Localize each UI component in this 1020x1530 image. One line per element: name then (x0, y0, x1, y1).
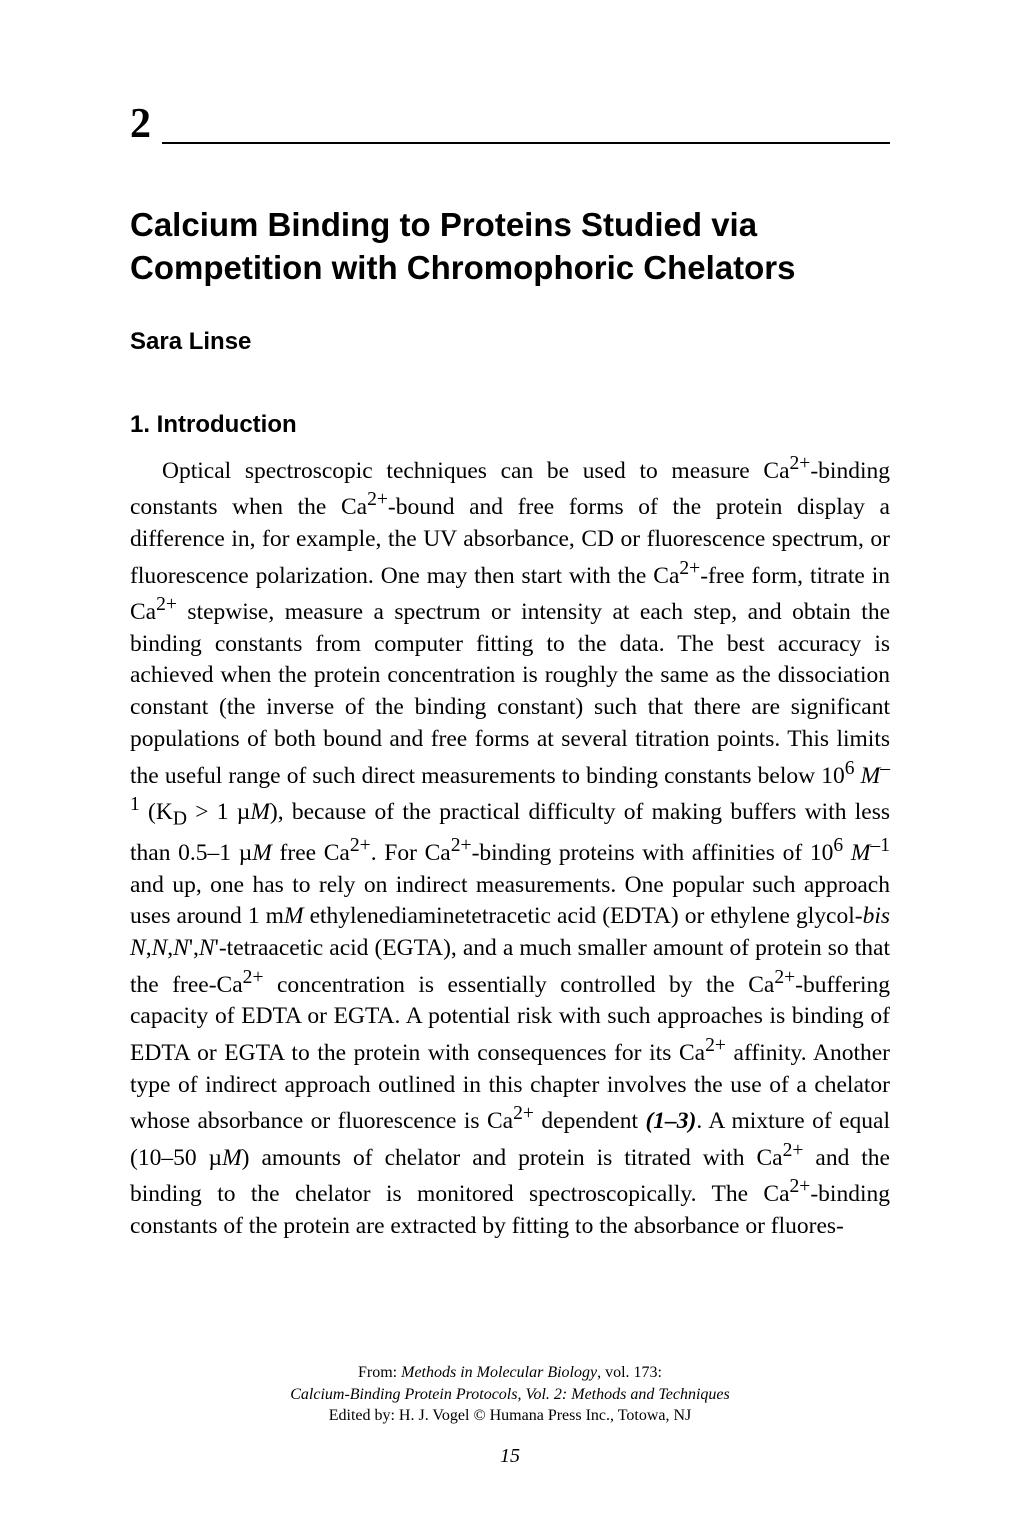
chapter-rule (162, 142, 890, 144)
footer-line-3: Edited by: H. J. Vogel © Humana Press In… (0, 1405, 1020, 1427)
section-heading: 1. Introduction (130, 411, 890, 439)
footer-line-2: Calcium-Binding Protein Protocols, Vol. … (0, 1384, 1020, 1406)
title-line-2: Competition with Chromophoric Chelators (130, 249, 796, 286)
footer-from: From: (358, 1364, 401, 1381)
title-line-1: Calcium Binding to Proteins Studied via (130, 206, 757, 243)
chapter-title: Calcium Binding to Proteins Studied via … (130, 204, 890, 290)
footer-line-1: From: Methods in Molecular Biology, vol.… (0, 1362, 1020, 1384)
body-paragraph: Optical spectroscopic techniques can be … (130, 451, 890, 1243)
chapter-header: 2 (130, 100, 890, 144)
chapter-number: 2 (130, 100, 151, 148)
page-number: 15 (0, 1443, 1020, 1470)
author-name: Sara Linse (130, 328, 890, 356)
footer-series: Methods in Molecular Biology (401, 1364, 597, 1381)
footer-vol: , vol. 173: (597, 1364, 662, 1381)
page-footer: From: Methods in Molecular Biology, vol.… (0, 1362, 1020, 1470)
